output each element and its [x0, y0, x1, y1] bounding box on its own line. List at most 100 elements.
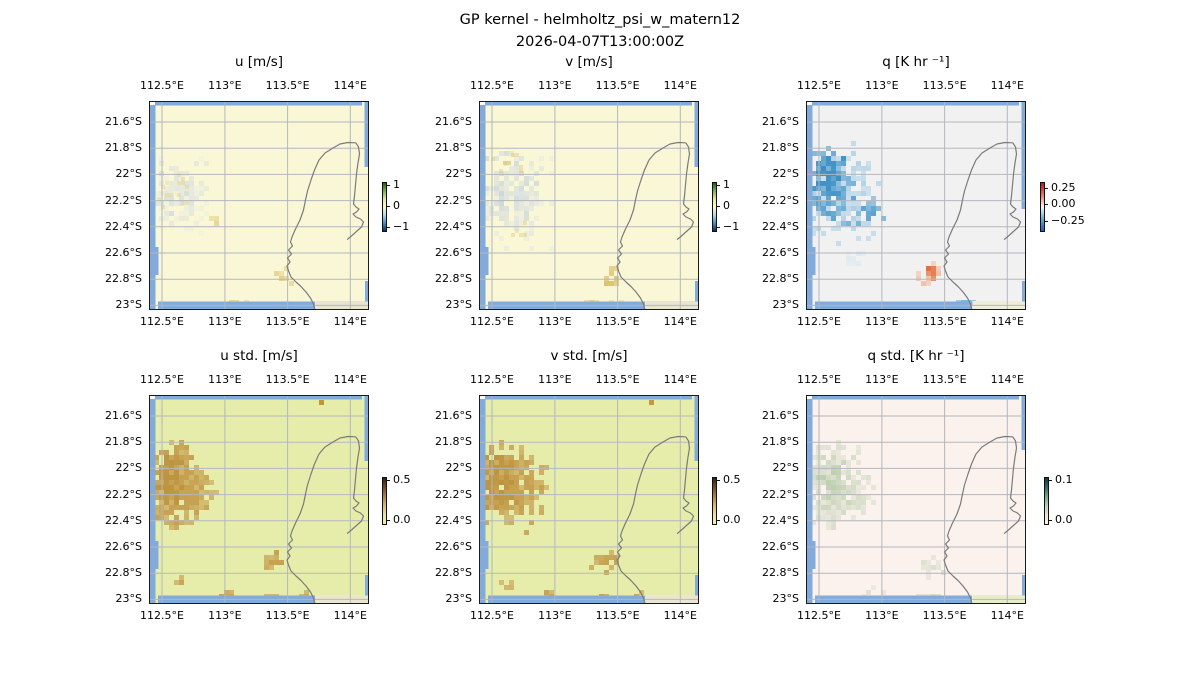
- panel-v-std-xtick-bottom: 114°E: [663, 609, 698, 622]
- panel-u-std-ytick: 21.6°S: [105, 409, 142, 422]
- panel-u-std-coastline: [286, 435, 356, 604]
- panel-q-ytick: 22.6°S: [762, 246, 799, 259]
- panel-v-std-xtick-top: 113.5°E: [595, 373, 640, 386]
- panel-q-xtick-top: 114°E: [990, 79, 1025, 92]
- panel-u-xtick-top: 114°E: [333, 79, 368, 92]
- panel-v-std-ytick: 21.6°S: [435, 409, 472, 422]
- panel-q-std-xtick-top: 113.5°E: [922, 373, 967, 386]
- panel-q-ytick: 22°S: [772, 167, 799, 181]
- panel-q-gridlines: [806, 101, 1026, 310]
- panel-q-colorbar-tick: [1045, 187, 1048, 189]
- panel-v-std-colorbar-ticklabel: 0.0: [723, 512, 741, 526]
- panel-u-std-colorbar-ticklabel: 0.5: [393, 473, 411, 487]
- panel-q-std-coastline: [943, 435, 1013, 604]
- panel-q-std-coastline-gulf: [1003, 436, 1022, 534]
- panel-u-ytick: 22.2°S: [105, 193, 142, 207]
- panel-u-coastline-gulf: [346, 142, 365, 240]
- panel-u-std-ytick: 22.6°S: [105, 540, 142, 553]
- panel-v-colorbar-ticklabel: −1: [723, 220, 740, 234]
- panel-u-xtick-bottom: 112.5°E: [140, 315, 184, 328]
- panel-q-std-xtick-bottom: 113.5°E: [922, 609, 967, 622]
- panel-v-xtick-top: 114°E: [663, 79, 698, 92]
- panel-u-colorbar-ticklabel: 1: [393, 177, 400, 191]
- panel-q-ytick: 22.2°S: [762, 193, 799, 207]
- panel-v-std-colorbar-tick: [717, 519, 720, 521]
- panel-v-ytick: 22.8°S: [435, 272, 472, 286]
- panel-v-std-ytick: 22.2°S: [435, 487, 472, 501]
- panel-q-std-xtick-top: 114°E: [990, 373, 1025, 386]
- panel-v-colorbar-tick: [717, 184, 720, 186]
- panel-q-std-xtick-top: 112.5°E: [797, 373, 841, 386]
- panel-u-ytick: 22.8°S: [105, 272, 142, 286]
- panel-u-xtick-top: 113°E: [208, 79, 242, 92]
- panel-v-std-title: v std. [m/s]: [550, 348, 628, 364]
- panel-v-std-colorbar: [712, 477, 717, 525]
- panel-u-std-xtick-bottom: 113.5°E: [265, 609, 310, 622]
- panel-u-title: u [m/s]: [234, 54, 284, 70]
- panel-q-xtick-bottom: 113°E: [865, 315, 899, 328]
- panel-v-std-coastline: [616, 435, 686, 604]
- panel-q-std-ytick: 22°S: [772, 461, 799, 475]
- panel-u-std-ytick: 23°S: [115, 592, 142, 606]
- panel-v-colorbar: [712, 182, 717, 232]
- panel-q-std-colorbar: [1044, 477, 1049, 525]
- panel-v-map: [479, 101, 699, 310]
- panel-q-xtick-bottom: 112.5°E: [797, 315, 841, 328]
- panel-u-ytick: 22.4°S: [105, 219, 142, 233]
- panel-q-xtick-top: 112.5°E: [797, 79, 841, 92]
- panel-u-std-ytick: 22.4°S: [105, 513, 142, 527]
- panel-v-xtick-bottom: 113°E: [538, 315, 572, 328]
- panel-q-colorbar-tick: [1045, 204, 1048, 206]
- panel-u-std-ytick: 22.8°S: [105, 566, 142, 580]
- panel-v-data-cells: [484, 151, 624, 305]
- panel-v-std-ytick: 22.6°S: [435, 540, 472, 553]
- panel-v-ytick: 23°S: [445, 298, 472, 312]
- panel-q-std-ytick: 22.2°S: [762, 487, 799, 501]
- panel-q-std-title: q std. [K hr ⁻¹]: [867, 348, 965, 364]
- panel-v-colorbar-tick: [717, 206, 720, 207]
- panel-q-std-ytick: 22.6°S: [762, 540, 799, 553]
- panel-u-std-title: u std. [m/s]: [220, 348, 298, 364]
- panel-v-colorbar-ticklabel: 0: [723, 199, 730, 212]
- panel-v-xtick-bottom: 112.5°E: [470, 315, 514, 328]
- panel-v-std-xtick-top: 114°E: [663, 373, 698, 386]
- panel-q-xtick-top: 113°E: [865, 79, 899, 92]
- panel-v-std-map: [479, 395, 699, 604]
- panel-v-xtick-bottom: 114°E: [663, 315, 698, 328]
- panel-q-xtick-bottom: 113.5°E: [922, 315, 967, 328]
- panel-v-title: v [m/s]: [565, 54, 613, 70]
- panel-v-std-ytick: 21.8°S: [435, 435, 472, 449]
- panel-v-std-coastline-gulf: [676, 436, 695, 534]
- panel-u-ytick: 21.6°S: [105, 115, 142, 128]
- panel-v-colorbar-ticklabel: 1: [723, 177, 730, 191]
- panel-q-xtick-top: 113.5°E: [922, 79, 967, 92]
- panel-v-colorbar-tick: [717, 227, 720, 229]
- panel-v-std-ytick: 22.8°S: [435, 566, 472, 580]
- panel-q-colorbar-tick: [1045, 221, 1048, 223]
- panel-q-colorbar-ticklabel: 0.00: [1051, 197, 1076, 211]
- panel-u-xtick-bottom: 114°E: [333, 315, 368, 328]
- panel-u-std-colorbar-ticklabel: 0.0: [393, 512, 411, 526]
- panel-u-colorbar-tick: [387, 184, 390, 186]
- panel-u-std-ytick: 22.2°S: [105, 487, 142, 501]
- panel-v-std-xtick-top: 113°E: [538, 373, 572, 386]
- panel-v-xtick-top: 113.5°E: [595, 79, 640, 92]
- panel-u-colorbar-ticklabel: −1: [393, 220, 410, 234]
- panel-v-xtick-bottom: 113.5°E: [595, 315, 640, 328]
- panel-v-coastline: [616, 141, 686, 310]
- panel-q-std-ytick: 21.6°S: [762, 409, 799, 422]
- panel-u-colorbar: [382, 182, 387, 232]
- panel-u-xtick-top: 112.5°E: [140, 79, 184, 92]
- panel-u-std-xtick-top: 114°E: [333, 373, 368, 386]
- panel-q-std-ytick: 22.8°S: [762, 566, 799, 580]
- panel-v-std-ytick: 22.4°S: [435, 513, 472, 527]
- panel-q-std-colorbar-ticklabel: 0.1: [1055, 473, 1073, 487]
- panel-q-std-colorbar-tick: [1049, 519, 1052, 521]
- panel-q-std-xtick-bottom: 113°E: [865, 609, 899, 622]
- panel-v-std-data-cells: [484, 400, 654, 599]
- panel-u-ytick: 22.6°S: [105, 246, 142, 259]
- panel-u-std-xtick-top: 113°E: [208, 373, 242, 386]
- panel-q-ytick: 22.8°S: [762, 272, 799, 286]
- panel-u-std-colorbar: [382, 477, 387, 525]
